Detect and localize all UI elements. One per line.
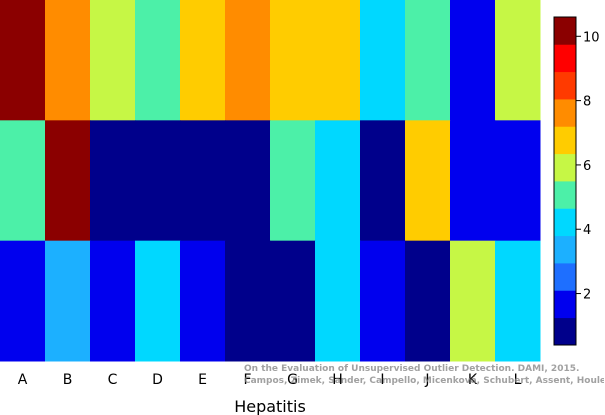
heatmap-cell-G-row2 bbox=[270, 120, 316, 242]
heatmap-cell-D-row1 bbox=[135, 0, 181, 121]
colorbar-frame bbox=[553, 16, 577, 346]
x-tick-label-L: L bbox=[514, 372, 522, 388]
heatmap-cell-I-row2 bbox=[360, 120, 406, 242]
heatmap-cell-D-row2 bbox=[135, 120, 181, 242]
heatmap-cell-B-row2 bbox=[45, 120, 91, 242]
x-tick-label-H: H bbox=[332, 372, 343, 388]
colorbar-level-6 bbox=[554, 181, 576, 209]
heatmap-cell-L-row3 bbox=[495, 240, 541, 362]
citation-line-1: On the Evaluation of Unsupervised Outlie… bbox=[244, 364, 580, 374]
colorbar-level-2 bbox=[554, 290, 576, 319]
colorbar-level-3 bbox=[554, 263, 576, 291]
x-tick-label-D: D bbox=[152, 372, 163, 388]
x-tick-label-F: F bbox=[243, 372, 251, 388]
x-tick-label-J: J bbox=[424, 372, 429, 388]
heatmap-cells bbox=[0, 0, 541, 362]
colorbar-tick-label-10: 10 bbox=[583, 30, 600, 45]
colorbar-level-5 bbox=[554, 208, 576, 237]
x-tick-label-B: B bbox=[63, 372, 73, 388]
heatmap-cell-H-row2 bbox=[315, 120, 361, 242]
heatmap-cell-K-row2 bbox=[450, 120, 496, 242]
heatmap-cell-I-row1 bbox=[360, 0, 406, 121]
heatmap-cell-F-row1 bbox=[225, 0, 271, 121]
colorbar-level-1 bbox=[554, 317, 576, 346]
colorbar-tick-label-6: 6 bbox=[583, 159, 591, 174]
colorbar-tick-label-4: 4 bbox=[583, 223, 591, 238]
x-tick-label-A: A bbox=[18, 372, 28, 388]
colorbar-level-11 bbox=[554, 44, 576, 73]
heatmap-cell-K-row3 bbox=[450, 240, 496, 362]
heatmap-cell-F-row3 bbox=[225, 240, 271, 362]
heatmap-cell-E-row3 bbox=[180, 240, 226, 362]
heatmap-cell-A-row2 bbox=[0, 120, 46, 242]
x-tick-label-I: I bbox=[380, 372, 384, 388]
x-tick-label-G: G bbox=[287, 372, 298, 388]
colorbar-level-8 bbox=[554, 126, 576, 155]
heatmap-cell-J-row1 bbox=[405, 0, 451, 121]
heatmap-cell-I-row3 bbox=[360, 240, 406, 362]
heatmap-cell-H-row1 bbox=[315, 0, 361, 121]
colorbar-level-9 bbox=[554, 99, 576, 127]
heatmap-cell-D-row3 bbox=[135, 240, 181, 362]
x-axis-title: Hepatitis bbox=[234, 397, 306, 415]
colorbar-tick-label-2: 2 bbox=[583, 288, 591, 303]
heatmap-cell-L-row1 bbox=[495, 0, 541, 121]
heatmap-cell-F-row2 bbox=[225, 120, 271, 242]
x-axis-tick-labels: A B C D E F G H I J K L bbox=[18, 372, 522, 388]
heatmap-cell-B-row3 bbox=[45, 240, 91, 362]
heatmap-cell-A-row3 bbox=[0, 240, 46, 362]
heatmap-cell-G-row3 bbox=[270, 240, 316, 362]
colorbar-tick-label-8: 8 bbox=[583, 95, 591, 110]
colorbar-level-10 bbox=[554, 71, 576, 100]
heatmap-cell-C-row2 bbox=[90, 120, 136, 242]
colorbar: 2 4 6 8 10 bbox=[553, 16, 600, 346]
colorbar-level-7 bbox=[554, 153, 576, 182]
heatmap-cell-H-row3 bbox=[315, 240, 361, 362]
heatmap-cell-C-row1 bbox=[90, 0, 136, 121]
heatmap-cell-K-row1 bbox=[450, 0, 496, 121]
heatmap-cell-J-row3 bbox=[405, 240, 451, 362]
x-tick-label-K: K bbox=[468, 372, 478, 388]
heatmap-cell-L-row2 bbox=[495, 120, 541, 242]
citation-watermark: On the Evaluation of Unsupervised Outlie… bbox=[244, 363, 604, 387]
citation-line-2: Campos, Zimek, Sander, Campello, Micenko… bbox=[244, 376, 604, 386]
heatmap-cell-E-row2 bbox=[180, 120, 226, 242]
heatmap-cell-G-row1 bbox=[270, 0, 316, 121]
colorbar-level-4 bbox=[554, 235, 576, 264]
heatmap-cell-A-row1 bbox=[0, 0, 46, 121]
heatmap-cell-E-row1 bbox=[180, 0, 226, 121]
heatmap-cell-B-row1 bbox=[45, 0, 91, 121]
heatmap-cell-J-row2 bbox=[405, 120, 451, 242]
x-tick-label-E: E bbox=[198, 372, 207, 388]
heatmap-cell-C-row3 bbox=[90, 240, 136, 362]
x-tick-label-C: C bbox=[108, 372, 118, 388]
colorbar-level-12 bbox=[554, 17, 576, 45]
